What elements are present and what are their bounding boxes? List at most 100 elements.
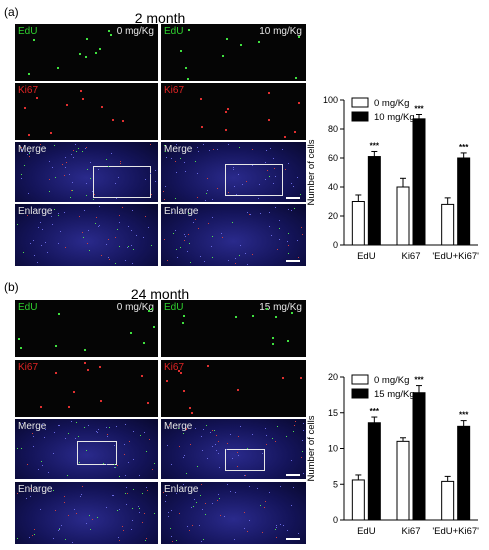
cell-speck — [266, 444, 267, 445]
cell-speck — [92, 191, 93, 192]
cell-speck — [264, 507, 265, 508]
cell-speck — [303, 473, 304, 474]
cell-speck — [171, 464, 172, 465]
cell-speck — [64, 496, 65, 497]
legend-label: 10 mg/Kg — [374, 112, 415, 123]
dose-label: 0 mg/Kg — [116, 302, 154, 313]
cell-speck — [200, 495, 201, 496]
bar — [367, 422, 381, 521]
cell-speck — [249, 214, 250, 215]
cell-speck — [188, 29, 190, 31]
cell-speck — [139, 508, 140, 509]
cell-speck — [188, 234, 189, 235]
micrograph-enlarge-control-b: Enlarge — [15, 482, 158, 544]
cell-speck — [293, 431, 294, 432]
cell-speck — [176, 249, 177, 250]
cell-speck — [300, 194, 301, 195]
cell-speck — [189, 530, 190, 531]
cell-speck — [234, 539, 235, 540]
cell-speck — [53, 490, 54, 491]
cell-speck — [212, 446, 213, 447]
cell-speck — [106, 159, 107, 160]
legend-swatch — [351, 111, 369, 122]
cell-speck — [201, 436, 202, 437]
cell-speck — [235, 492, 236, 493]
cell-speck — [127, 493, 128, 494]
cell-speck — [218, 453, 219, 454]
cell-speck — [149, 439, 150, 440]
cell-speck — [33, 446, 34, 447]
cell-speck — [38, 227, 39, 228]
cell-speck — [200, 256, 201, 257]
cell-speck — [175, 161, 176, 162]
cell-speck — [195, 219, 196, 220]
cell-speck — [167, 445, 168, 446]
cell-speck — [86, 450, 87, 451]
cell-speck — [112, 495, 113, 496]
cell-speck — [201, 484, 202, 485]
category-label: Ki67 — [401, 526, 420, 537]
row-label-enlarge: Enlarge — [18, 206, 53, 217]
cell-speck — [106, 464, 107, 465]
cell-speck — [239, 147, 240, 148]
panel-title-a: 2 month — [134, 10, 186, 26]
cell-speck — [49, 191, 50, 192]
cell-speck — [95, 52, 97, 54]
cell-speck — [277, 426, 278, 427]
cell-speck — [222, 55, 224, 57]
cell-speck — [54, 145, 55, 146]
cell-speck — [184, 240, 185, 241]
cell-speck — [150, 173, 151, 174]
cell-speck — [60, 231, 61, 232]
bar — [351, 479, 365, 521]
cell-speck — [212, 257, 213, 258]
bar — [457, 157, 471, 246]
category-label: 'EdU+Ki67' — [432, 251, 479, 262]
cell-speck — [291, 210, 292, 211]
cell-speck — [262, 532, 263, 533]
cell-speck — [233, 167, 234, 168]
cell-speck — [219, 498, 220, 499]
cell-speck — [186, 428, 187, 429]
cell-speck — [59, 529, 60, 530]
cell-speck — [84, 427, 85, 428]
cell-speck — [211, 246, 212, 247]
cell-speck — [188, 213, 189, 214]
panel-label-a: (a) — [4, 5, 19, 19]
cell-speck — [226, 449, 227, 450]
cell-speck — [216, 435, 217, 436]
cell-speck — [172, 212, 173, 213]
cell-speck — [197, 197, 198, 198]
cell-speck — [201, 126, 203, 128]
cell-speck — [237, 452, 238, 453]
cell-speck — [184, 234, 185, 235]
cell-speck — [118, 177, 119, 178]
cell-speck — [205, 514, 206, 515]
cell-speck — [163, 191, 164, 192]
cell-speck — [285, 169, 286, 170]
cell-speck — [144, 513, 145, 514]
legend-swatch — [351, 97, 369, 108]
cell-speck — [244, 528, 245, 529]
cell-speck — [249, 486, 250, 487]
y-tick-label: 10 — [328, 444, 338, 454]
micrograph-enlarge-treated-b: Enlarge — [161, 482, 306, 544]
cell-speck — [227, 443, 228, 444]
cell-speck — [201, 541, 202, 542]
cell-speck — [165, 151, 166, 152]
cell-speck — [228, 144, 229, 145]
cell-speck — [187, 526, 188, 527]
cell-speck — [115, 237, 116, 238]
cell-speck — [269, 492, 270, 493]
cell-speck — [30, 488, 31, 489]
cell-speck — [125, 424, 126, 425]
cell-speck — [176, 540, 177, 541]
cell-speck — [288, 209, 289, 210]
cell-speck — [273, 183, 274, 184]
cell-speck — [183, 457, 184, 458]
cell-speck — [200, 98, 202, 100]
y-tick-label: 20 — [328, 372, 338, 382]
cell-speck — [45, 429, 46, 430]
cell-speck — [238, 436, 239, 437]
cell-speck — [95, 223, 96, 224]
